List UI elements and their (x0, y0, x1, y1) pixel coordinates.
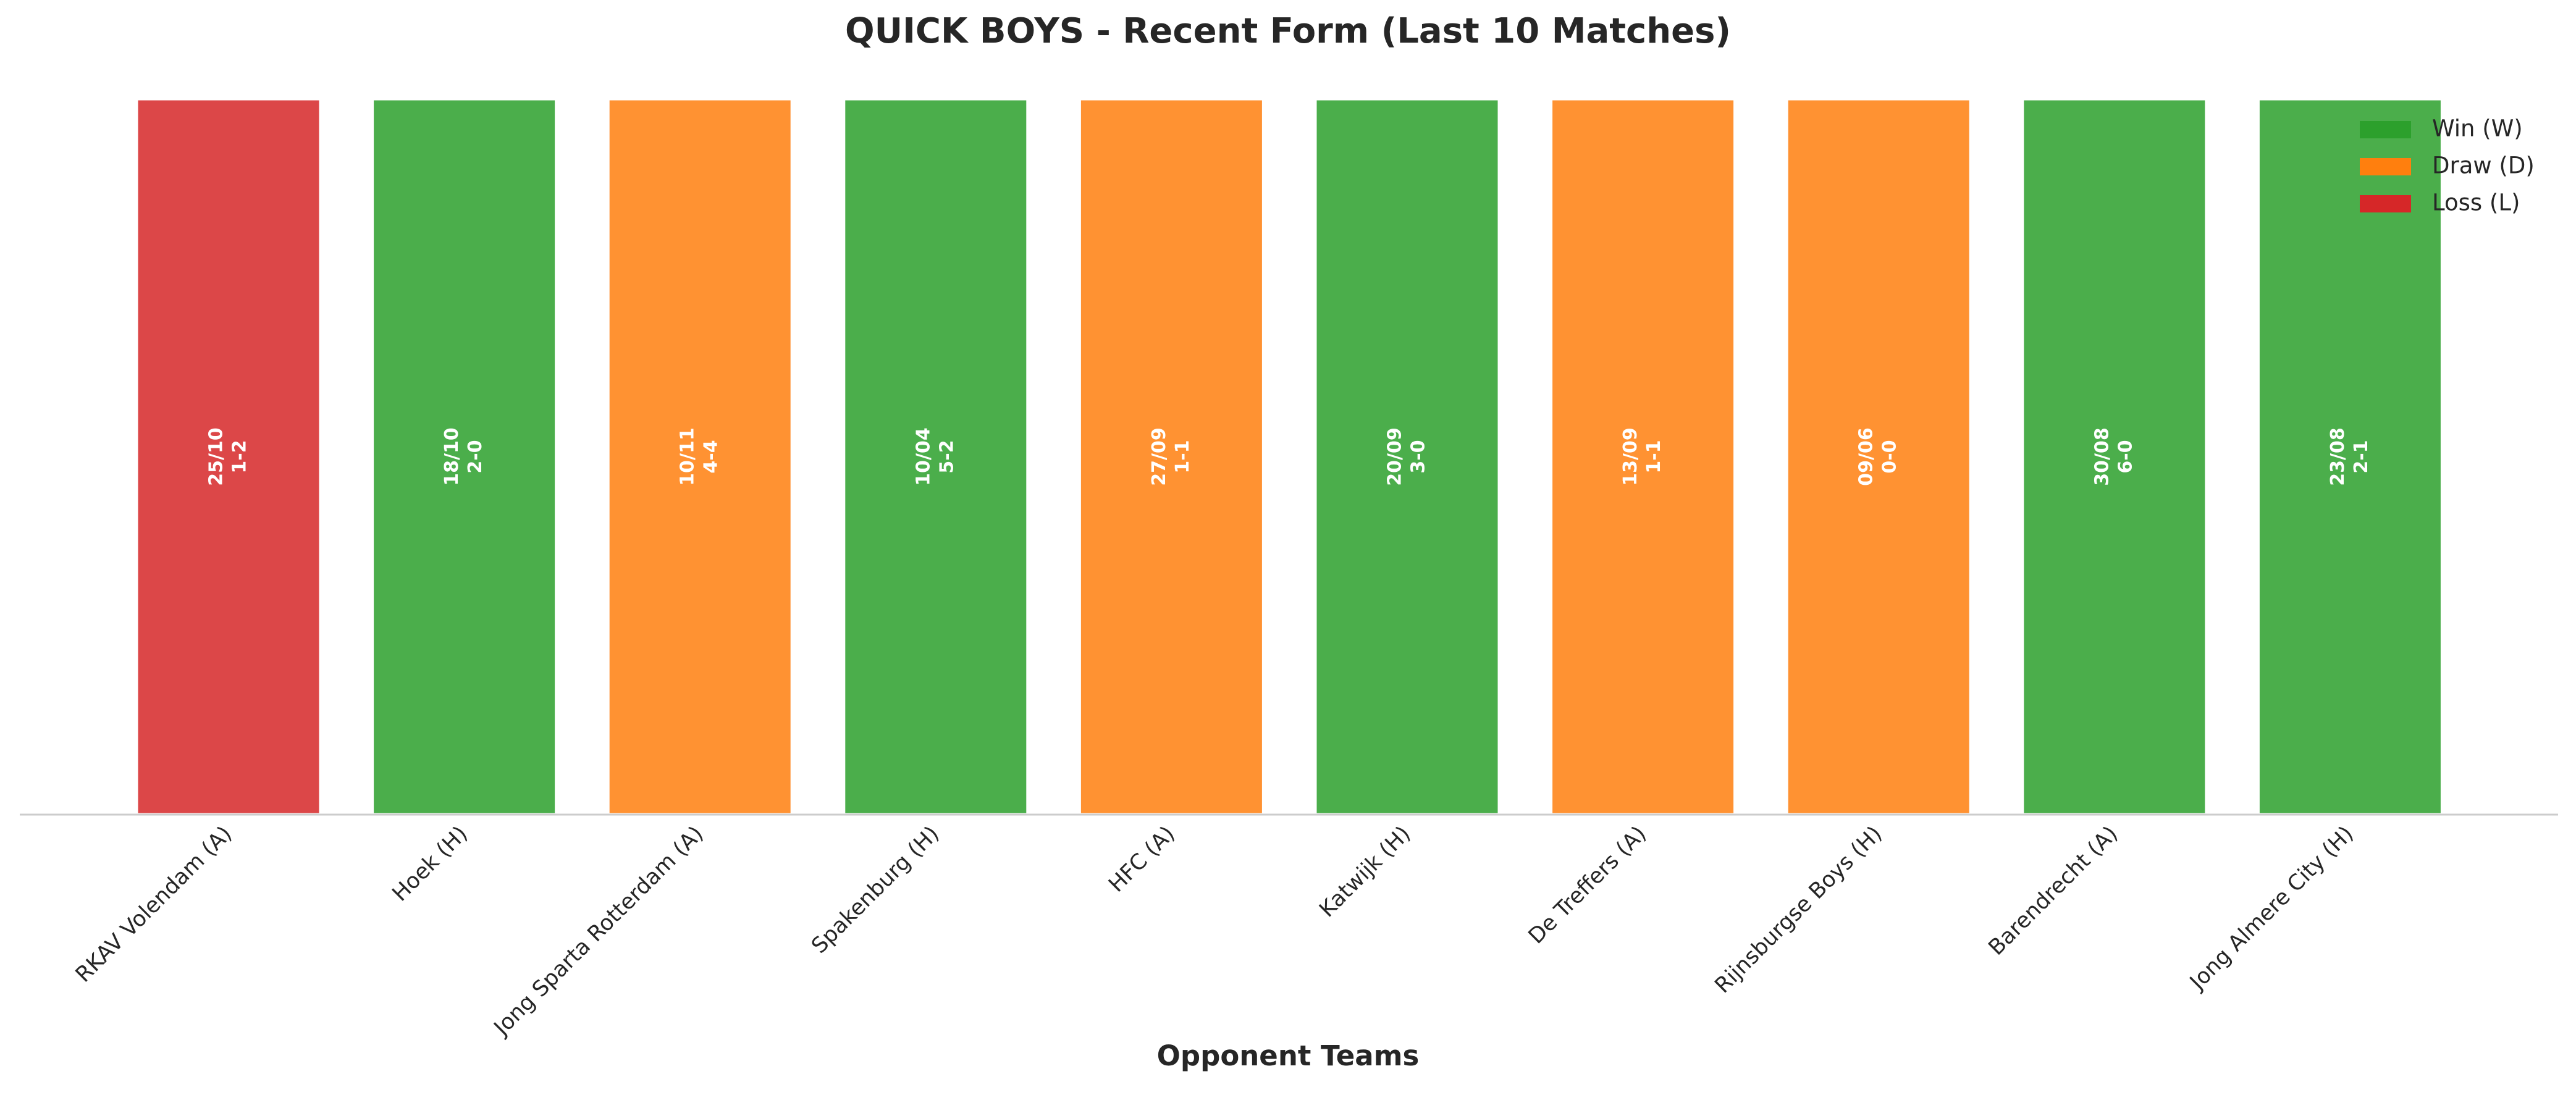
bar-score-label: 2-0 (465, 440, 486, 473)
bar-score-label: 4-4 (701, 440, 722, 473)
bar-date-label: 13/09 (1620, 427, 1641, 485)
bar (1313, 97, 1501, 816)
x-tick-label: Jong Sparta Rotterdam (A) (489, 821, 709, 1041)
bar-score-label: 5-2 (936, 440, 958, 473)
x-tick-label: De Treffers (A) (1524, 821, 1651, 949)
bar (135, 97, 322, 816)
bar (1785, 97, 1972, 816)
bar (371, 97, 558, 816)
bar (606, 97, 794, 816)
bar-score-label: 1-1 (1172, 440, 1193, 473)
bar-date-label: 20/09 (1384, 427, 1406, 485)
bar (1077, 97, 1265, 816)
bar (842, 97, 1030, 816)
chart-title: QUICK BOYS - Recent Form (Last 10 Matche… (845, 11, 1731, 51)
x-tick-label: RKAV Volendam (A) (71, 821, 237, 987)
legend-swatch (2360, 158, 2411, 175)
bar-date-label: 18/10 (441, 427, 463, 485)
bar-date-label: 10/04 (912, 427, 934, 485)
bar-date-label: 23/08 (2327, 427, 2349, 485)
x-tick-label: Rijnsburgse Boys (H) (1711, 821, 1887, 998)
bar-date-label: 30/08 (2091, 427, 2113, 485)
legend-label: Loss (L) (2432, 190, 2520, 216)
legend-label: Draw (D) (2432, 153, 2535, 179)
x-axis-label: Opponent Teams (1157, 1039, 1420, 1072)
bar (2256, 97, 2444, 816)
x-tick-label: Spakenburg (H) (807, 821, 944, 959)
legend-label: Win (W) (2432, 115, 2523, 142)
bar-score-label: 3-0 (1408, 440, 1429, 473)
x-tick-label: Jong Almere City (H) (2184, 821, 2359, 996)
legend-swatch (2360, 195, 2411, 212)
bar-date-label: 25/10 (206, 427, 227, 485)
bar-score-label: 6-0 (2115, 440, 2136, 473)
bar-date-label: 10/11 (677, 427, 699, 485)
bar-date-label: 09/06 (1856, 427, 1877, 485)
x-tick-label: Barendrecht (A) (1984, 821, 2123, 960)
bar-score-label: 1-1 (1643, 440, 1665, 473)
x-tick-label: HFC (A) (1104, 821, 1180, 897)
legend-swatch (2360, 121, 2411, 138)
x-tick-label: Hoek (H) (388, 821, 473, 906)
x-tick-label: Katwijk (H) (1315, 821, 1415, 922)
bar-score-label: 2-1 (2351, 440, 2372, 473)
bar-score-label: 0-0 (1879, 440, 1901, 473)
bar-date-label: 27/09 (1148, 427, 1170, 485)
bar-score-label: 1-2 (229, 440, 251, 473)
